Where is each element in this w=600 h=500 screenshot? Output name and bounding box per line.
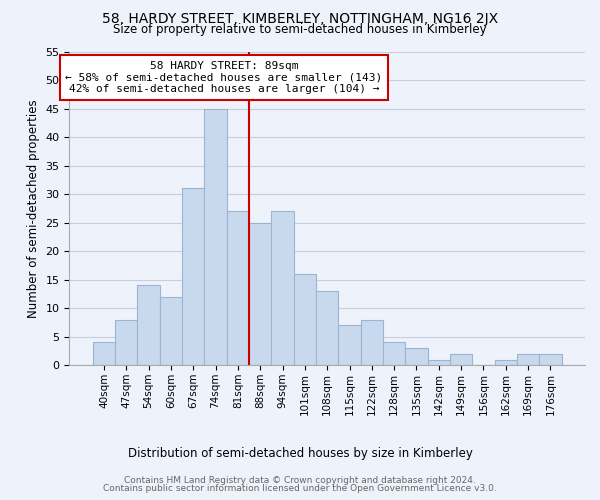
Bar [93,342,115,365]
Bar [294,274,316,365]
Bar [227,211,249,365]
Bar [271,211,294,365]
Bar [249,222,271,365]
Text: Size of property relative to semi-detached houses in Kimberley: Size of property relative to semi-detach… [113,22,487,36]
Bar [115,320,137,365]
Bar [205,108,227,365]
Bar [406,348,428,365]
Y-axis label: Number of semi-detached properties: Number of semi-detached properties [27,99,40,318]
Text: Distribution of semi-detached houses by size in Kimberley: Distribution of semi-detached houses by … [128,448,472,460]
Bar [494,360,517,365]
Bar [160,297,182,365]
Bar [316,291,338,365]
Bar [383,342,406,365]
Bar [450,354,472,365]
Bar [137,286,160,365]
Bar [428,360,450,365]
Bar [182,188,205,365]
Text: 58 HARDY STREET: 89sqm
← 58% of semi-detached houses are smaller (143)
42% of se: 58 HARDY STREET: 89sqm ← 58% of semi-det… [65,61,383,94]
Text: 58, HARDY STREET, KIMBERLEY, NOTTINGHAM, NG16 2JX: 58, HARDY STREET, KIMBERLEY, NOTTINGHAM,… [102,12,498,26]
Bar [539,354,562,365]
Bar [361,320,383,365]
Bar [517,354,539,365]
Text: Contains HM Land Registry data © Crown copyright and database right 2024.: Contains HM Land Registry data © Crown c… [124,476,476,485]
Text: Contains public sector information licensed under the Open Government Licence v3: Contains public sector information licen… [103,484,497,493]
Bar [338,326,361,365]
